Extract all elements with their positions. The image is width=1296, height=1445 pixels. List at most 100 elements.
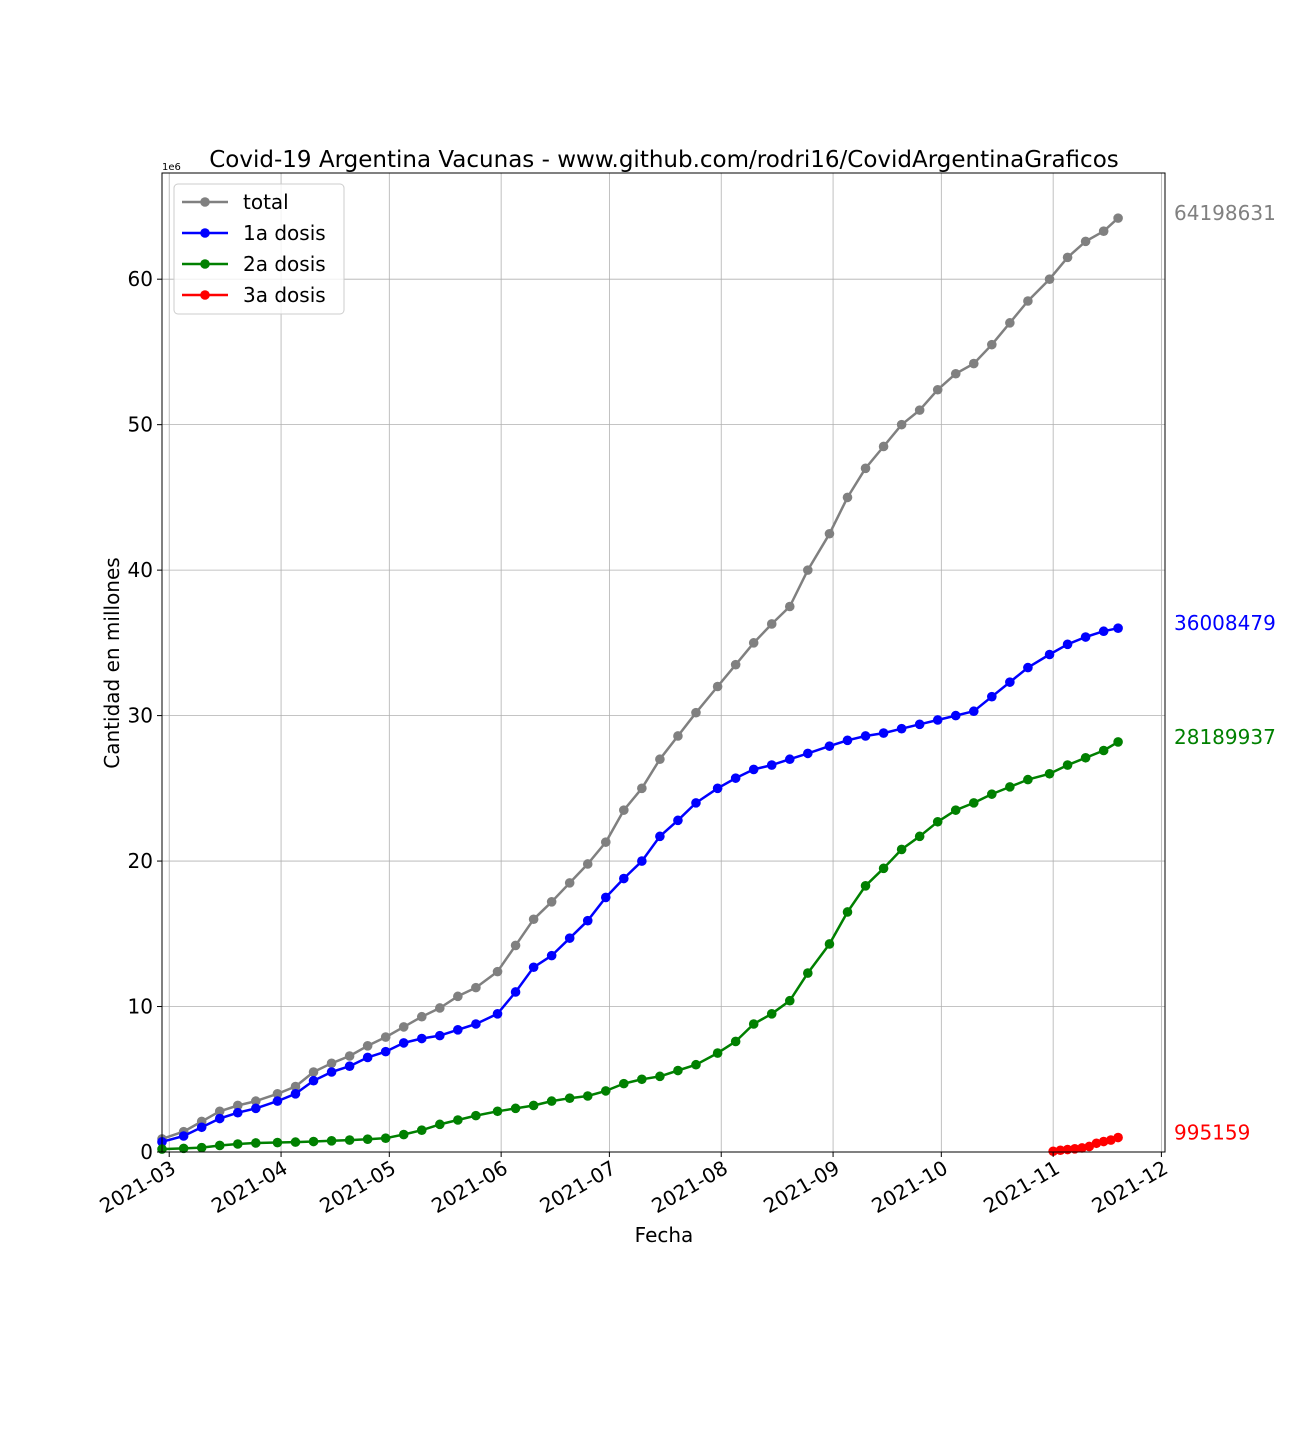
data-point: [492, 966, 503, 977]
data-point: [398, 1038, 409, 1048]
data-point: [1044, 768, 1055, 779]
data-point: [178, 1131, 189, 1141]
data-point: [932, 816, 943, 827]
data-point: [860, 463, 871, 474]
data-point: [362, 1134, 373, 1144]
chart-title: Covid-19 Argentina Vacunas - www.github.…: [209, 147, 1119, 173]
data-point: [1113, 623, 1123, 633]
y-tick-label: 60: [128, 267, 153, 291]
data-point: [1062, 252, 1073, 263]
data-point: [290, 1089, 301, 1099]
data-point: [1044, 649, 1055, 660]
data-point: [691, 1059, 701, 1070]
data-point: [712, 783, 723, 794]
data-point: [1098, 626, 1109, 637]
data-point: [1062, 639, 1073, 650]
data-point: [968, 706, 979, 717]
data-point: [453, 1115, 463, 1125]
data-point: [766, 1009, 777, 1019]
data-point: [344, 1135, 355, 1145]
data-point: [878, 728, 889, 738]
legend-label: 3a dosis: [243, 283, 326, 307]
series-2a-dosis: [157, 737, 1123, 1154]
data-point: [362, 1041, 373, 1051]
data-point: [914, 405, 925, 415]
y-axis-offset-label: 1e6: [162, 162, 181, 173]
series-1a-dosis: [157, 623, 1123, 1147]
data-point: [251, 1096, 261, 1106]
data-point: [619, 873, 629, 884]
plot-frame: [161, 172, 1166, 1153]
data-point: [1084, 1141, 1095, 1152]
data-point: [950, 805, 961, 815]
data-point: [492, 1009, 503, 1019]
data-point: [987, 789, 997, 799]
data-point: [272, 1096, 283, 1106]
data-point: [416, 1125, 427, 1135]
data-point: [1005, 782, 1015, 792]
y-axis: 0 10 20 30 40 50 60: [128, 267, 162, 1164]
data-point: [290, 1137, 301, 1147]
data-point: [528, 914, 539, 925]
data-point: [196, 1122, 207, 1133]
data-point: [546, 950, 557, 961]
data-point: [232, 1107, 243, 1118]
y-tick-label: 30: [128, 704, 153, 728]
data-point: [251, 1138, 261, 1148]
data-point: [619, 805, 629, 815]
data-point: [471, 1110, 481, 1121]
data-point: [435, 1030, 445, 1041]
data-point: [637, 1074, 647, 1085]
data-point: [987, 339, 997, 350]
data-point: [1055, 1145, 1066, 1156]
data-point: [878, 863, 889, 874]
data-point: [178, 1143, 189, 1154]
data-point: [1048, 1146, 1058, 1157]
data-point: [803, 565, 813, 575]
data-point: [932, 715, 943, 725]
data-point: [416, 1033, 427, 1044]
data-point: [712, 681, 723, 692]
data-point: [860, 880, 871, 891]
data-point: [932, 384, 943, 395]
data-point: [471, 982, 481, 993]
data-point: [398, 1129, 409, 1140]
data-point: [1091, 1138, 1102, 1149]
data-point: [435, 1003, 445, 1013]
data-point: [712, 1048, 723, 1058]
data-point: [582, 915, 593, 926]
data-point: [600, 837, 611, 847]
data-point: [1098, 226, 1109, 236]
data-point: [619, 1078, 629, 1089]
data-point: [824, 741, 835, 751]
data-point: [416, 1011, 427, 1022]
data-point: [824, 528, 835, 539]
data-point: [950, 710, 961, 721]
data-point: [435, 1119, 445, 1130]
legend-label: total: [243, 190, 289, 214]
data-point: [582, 859, 593, 869]
y-tick-label: 50: [128, 413, 153, 437]
data-point: [842, 492, 853, 503]
legend-marker: [200, 290, 210, 300]
data-point: [914, 831, 925, 842]
data-point: [1098, 1136, 1109, 1147]
data-point: [251, 1103, 261, 1114]
legend-marker: [200, 259, 210, 269]
data-point: [803, 968, 813, 978]
data-point: [380, 1032, 391, 1042]
data-point: [987, 691, 997, 702]
data-point: [896, 419, 907, 430]
data-point: [1113, 213, 1123, 223]
data-point: [510, 1103, 521, 1114]
end-value-label: 64198631: [1174, 201, 1276, 225]
data-point: [968, 358, 979, 369]
data-point: [1023, 774, 1033, 785]
data-point: [1005, 677, 1015, 687]
data-point: [600, 1086, 611, 1096]
data-point: [730, 773, 741, 783]
data-point: [673, 815, 683, 826]
data-point: [326, 1067, 337, 1077]
data-point: [748, 1019, 759, 1029]
